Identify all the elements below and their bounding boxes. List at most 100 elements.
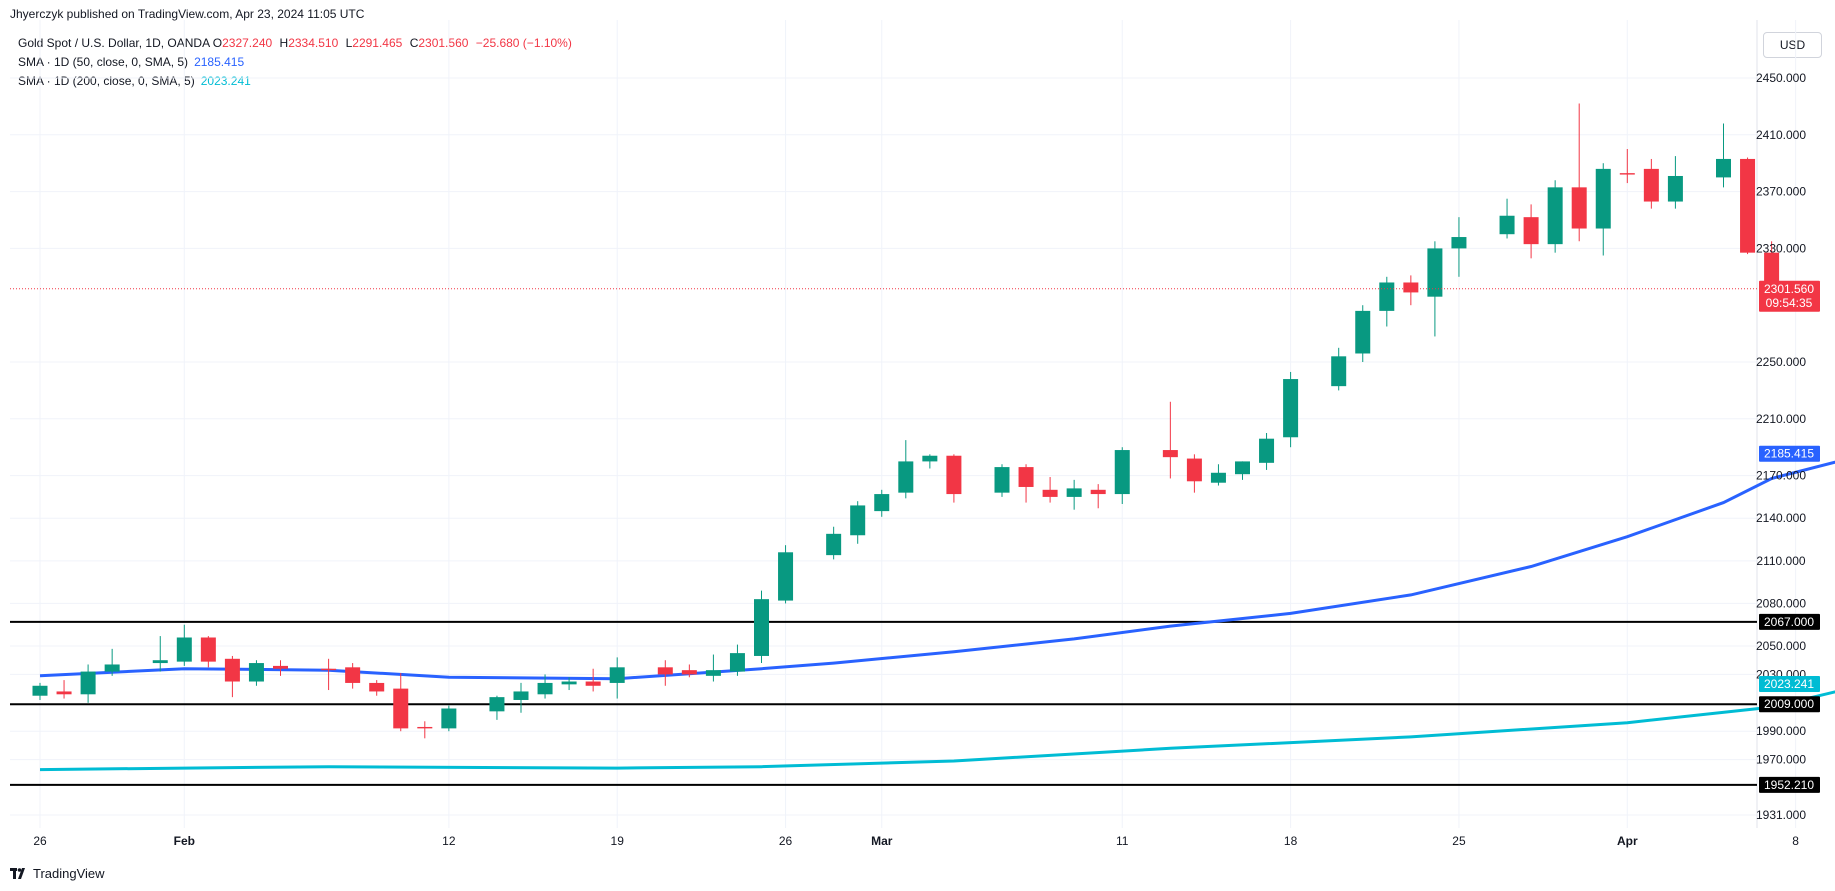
candle-down: [224, 655, 240, 698]
open-label: O: [212, 36, 223, 50]
candle-down: [417, 721, 433, 739]
candle-body: [1523, 217, 1539, 245]
time-axis[interactable]: 26Feb121926Mar111825Apr81522May: [33, 834, 1835, 848]
time-tick-label: 19: [611, 834, 625, 848]
candle-body: [1042, 489, 1058, 497]
candle-down: [56, 680, 72, 699]
candle-body: [1427, 248, 1443, 297]
change-value: −25.680 (−1.10%): [475, 36, 572, 50]
price-tick-label: 2110.000: [1756, 554, 1805, 568]
price-tick-label: 1931.000: [1756, 808, 1806, 822]
candle-body: [176, 637, 192, 662]
candle-body: [1643, 168, 1659, 202]
sma50-label: SMA · 1D (50, close, 0, SMA, 5): [18, 55, 189, 69]
price-tick-label: 2250.000: [1756, 355, 1806, 369]
candle-body: [1547, 187, 1563, 245]
close-label: C: [409, 36, 419, 50]
candle-body: [826, 533, 842, 556]
candle-up: [898, 440, 914, 499]
candle-up: [1379, 276, 1395, 327]
candle-down: [585, 668, 601, 692]
candle-up: [1451, 217, 1467, 277]
candle-down: [369, 680, 385, 696]
candle-body: [1740, 158, 1756, 253]
candle-body: [1403, 282, 1419, 293]
level-tag-bg: [1759, 696, 1820, 713]
candle-body: [657, 667, 673, 675]
grid-lines: [10, 20, 1797, 828]
candle-body: [1379, 282, 1395, 311]
candle-up: [754, 590, 769, 664]
candle-up: [104, 648, 120, 676]
time-tick-label: 8: [1792, 834, 1799, 848]
candle-up: [705, 654, 721, 682]
candle-body: [104, 664, 120, 672]
candle-up: [489, 695, 505, 720]
high-value: 2334.510: [288, 36, 339, 50]
level-tag-label: 2009.000: [1764, 697, 1814, 711]
candle-up: [1716, 123, 1731, 188]
candle-body: [1162, 450, 1178, 458]
sma50-value: 2185.415: [194, 55, 245, 69]
candle-body: [681, 670, 697, 675]
tradingview-logo-icon: [10, 868, 25, 879]
candle-up: [1114, 447, 1130, 505]
countdown-label: 09:54:35: [1766, 296, 1813, 310]
sma200-tag-bg: [1759, 676, 1820, 693]
candle-body: [922, 455, 938, 462]
candle-body: [152, 660, 168, 664]
candle-body: [1571, 187, 1587, 229]
price-tick-label: 1970.000: [1756, 753, 1806, 767]
candle-up: [1667, 156, 1683, 209]
candle-body: [489, 697, 505, 712]
price-tick-label: 2330.000: [1756, 241, 1806, 255]
candle-down: [273, 660, 288, 676]
candle-body: [80, 671, 96, 695]
candle-down: [1523, 204, 1539, 259]
candle-down: [345, 663, 361, 689]
candle-up: [778, 545, 794, 604]
candle-down: [1571, 103, 1587, 242]
time-tick-label: Feb: [174, 834, 195, 848]
candle-down: [393, 672, 409, 732]
price-axis[interactable]: 2450.000 2410.000 2370.000 2330.000 2250.000…: [1756, 71, 1806, 822]
candle-down: [1403, 275, 1419, 306]
candle-down: [1740, 157, 1756, 255]
price-tick-label: 2370.000: [1756, 185, 1806, 199]
horizontal-levels: [10, 620, 1757, 786]
candle-up: [80, 664, 96, 703]
sma200-line: [39, 690, 1835, 772]
candle-up: [1066, 479, 1082, 510]
symbol-title[interactable]: Gold Spot / U.S. Dollar, 1D, OANDA: [18, 36, 210, 50]
candle-body: [417, 726, 433, 729]
open-value: 2327.240: [222, 36, 273, 50]
candle-up: [850, 501, 866, 544]
candle-body: [898, 461, 914, 493]
sma50-row[interactable]: SMA · 1D (50, close, 0, SMA, 5) 2185.415: [18, 53, 576, 72]
candle-up: [1427, 241, 1443, 337]
price-tick-label: 2050.000: [1756, 639, 1806, 653]
candle-up: [513, 682, 529, 713]
candle-body: [609, 667, 625, 683]
candle-up: [1595, 163, 1611, 256]
candle-down: [1042, 477, 1058, 503]
currency-button[interactable]: USD: [1763, 32, 1822, 58]
low-value: 2291.465: [352, 36, 403, 50]
low-label: L: [345, 36, 353, 50]
candle-body: [537, 682, 553, 695]
candle-body: [994, 467, 1010, 493]
publisher-line: Jhyerczyk published on TradingView.com, …: [10, 7, 365, 21]
candle-body: [705, 670, 721, 676]
price-tick-label: 2450.000: [1756, 71, 1806, 85]
candle-body: [1764, 252, 1780, 289]
candle-body: [850, 505, 866, 536]
candle-up: [729, 644, 745, 676]
candle-up: [1235, 461, 1250, 480]
time-tick-label: 26: [33, 834, 47, 848]
candle-up: [874, 489, 890, 517]
candle-up: [152, 636, 168, 672]
candle-body: [369, 682, 385, 692]
candle-body: [561, 681, 577, 685]
time-tick-label: 12: [442, 834, 456, 848]
